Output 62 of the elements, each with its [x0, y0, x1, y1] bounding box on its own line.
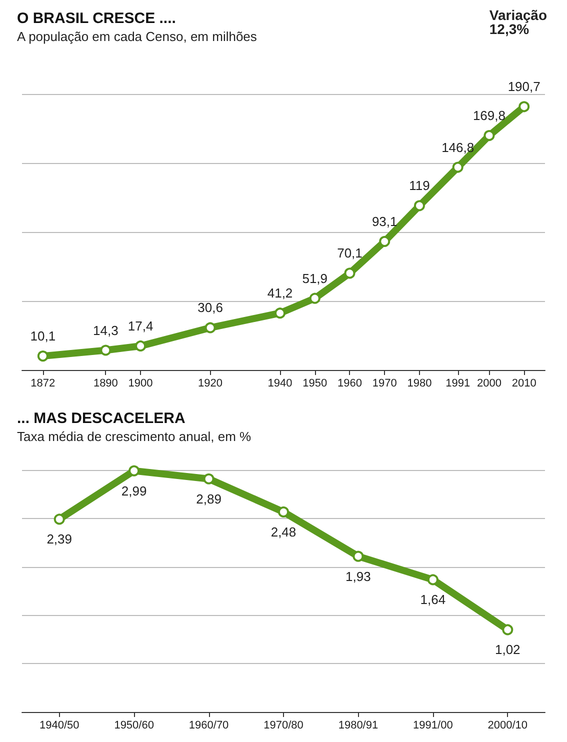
x-tick-label: 1980/91 — [338, 720, 378, 732]
data-label: 51,9 — [302, 270, 328, 286]
point — [427, 574, 438, 586]
x-tick-label: 1950/60 — [114, 720, 154, 732]
x-tick-label: 2010 — [512, 378, 536, 390]
point — [128, 465, 140, 476]
x-tick-label: 1940 — [268, 378, 292, 390]
point — [204, 322, 216, 334]
point — [274, 308, 286, 319]
x-tick-label: 1980 — [407, 378, 432, 390]
point — [484, 130, 495, 142]
x-tick-label: 1991 — [446, 378, 470, 390]
x-tick-label: 1970 — [372, 378, 397, 390]
data-label: 1,64 — [420, 592, 446, 608]
data-label: 2,99 — [121, 483, 147, 498]
data-label: 2,48 — [270, 524, 296, 540]
data-label: 14,3 — [93, 322, 118, 338]
data-label: 1,93 — [346, 568, 371, 584]
point — [452, 162, 464, 173]
data-label: 190,7 — [508, 79, 540, 94]
chart-title: O BRASIL CRESCE .... — [17, 10, 176, 27]
point — [379, 236, 390, 247]
point — [414, 200, 425, 212]
data-label: 17,4 — [128, 318, 154, 334]
chart-subtitle: Taxa média de crescimento anual, em % — [17, 429, 252, 444]
x-tick-label: 2000 — [476, 378, 502, 390]
data-label: 2,39 — [46, 532, 72, 547]
point — [54, 514, 65, 525]
x-tick-label: 1950 — [302, 378, 328, 390]
point — [203, 473, 214, 484]
data-label: 70,1 — [337, 246, 362, 261]
data-label: 146,8 — [442, 140, 474, 155]
x-tick-label: 2000/10 — [488, 720, 528, 732]
point — [518, 101, 530, 112]
chart-title: ... MAS DESCACELERA — [17, 410, 186, 427]
data-label: 119 — [409, 178, 430, 194]
data-label: 10,1 — [30, 328, 56, 344]
data-label: 30,6 — [198, 300, 223, 316]
point — [135, 340, 146, 352]
data-label: 93,1 — [372, 214, 398, 229]
point — [278, 506, 289, 518]
data-label: 2,89 — [196, 491, 222, 506]
chart-subtitle: A população em cada Censo, em milhões — [17, 29, 258, 44]
x-tick-label: 1970/80 — [264, 720, 304, 732]
x-tick-label: 1900 — [128, 378, 153, 390]
x-tick-label: 1890 — [93, 378, 118, 390]
x-tick-label: 1872 — [30, 378, 56, 390]
point — [344, 268, 356, 279]
data-label: 169,8 — [472, 108, 506, 124]
point — [100, 344, 112, 356]
x-tick-label: 1960/70 — [188, 720, 229, 732]
point — [352, 550, 364, 562]
x-tick-label: 1920 — [198, 378, 223, 390]
point — [37, 350, 48, 362]
data-label: 41,2 — [267, 286, 293, 301]
text: Variação 12,3% — [489, 7, 548, 37]
x-tick-label: 1960 — [338, 378, 362, 390]
x-tick-label: 1940/50 — [39, 720, 80, 732]
x-tick-label: 1991/00 — [413, 720, 453, 732]
point — [502, 624, 514, 636]
point — [309, 292, 320, 304]
data-label: 1,02 — [494, 642, 520, 658]
